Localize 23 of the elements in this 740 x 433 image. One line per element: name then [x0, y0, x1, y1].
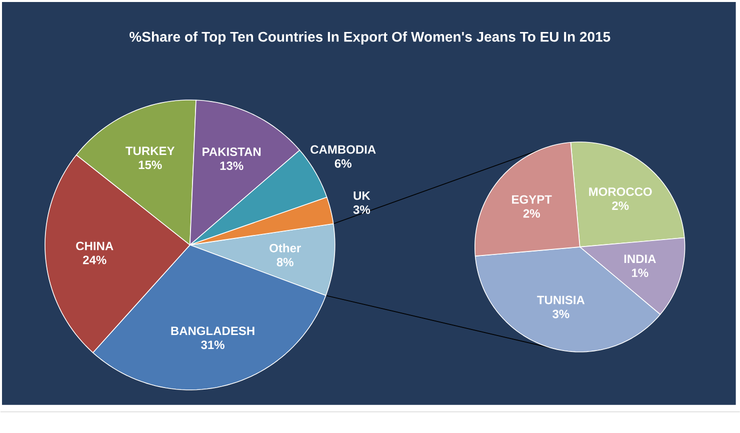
- data-label: 8%: [276, 258, 294, 266]
- data-label: 3%: [552, 310, 570, 318]
- slice-label: INDIA: [624, 254, 656, 264]
- data-label: 31%: [201, 340, 224, 350]
- data-label: 2%: [612, 202, 629, 210]
- data-label: 24%: [83, 256, 106, 264]
- data-label: 1%: [632, 268, 648, 278]
- data-label: 2%: [523, 209, 540, 218]
- slice-label: UK: [354, 192, 370, 200]
- chart-title: %Share of Top Ten Countries In Export Of Women's Jeans To EU In 2015: [130, 32, 610, 45]
- slice-label: BANGLADESH: [171, 326, 254, 336]
- data-label: 15%: [138, 160, 162, 170]
- data-label: 3%: [353, 205, 370, 214]
- slice-label: TUNISIA: [537, 296, 585, 304]
- data-label: 13%: [220, 162, 244, 170]
- slice-label: CAMBODIA: [310, 145, 376, 154]
- slice-label: MOROCCO: [589, 188, 652, 196]
- slice-label: TURKEY: [126, 146, 175, 156]
- slice-label: CHINA: [76, 242, 114, 250]
- slice-label: EGYPT: [512, 195, 552, 204]
- data-label: 6%: [334, 159, 352, 168]
- slice-label: Other: [270, 244, 301, 252]
- slice-label: PAKISTAN: [202, 148, 261, 156]
